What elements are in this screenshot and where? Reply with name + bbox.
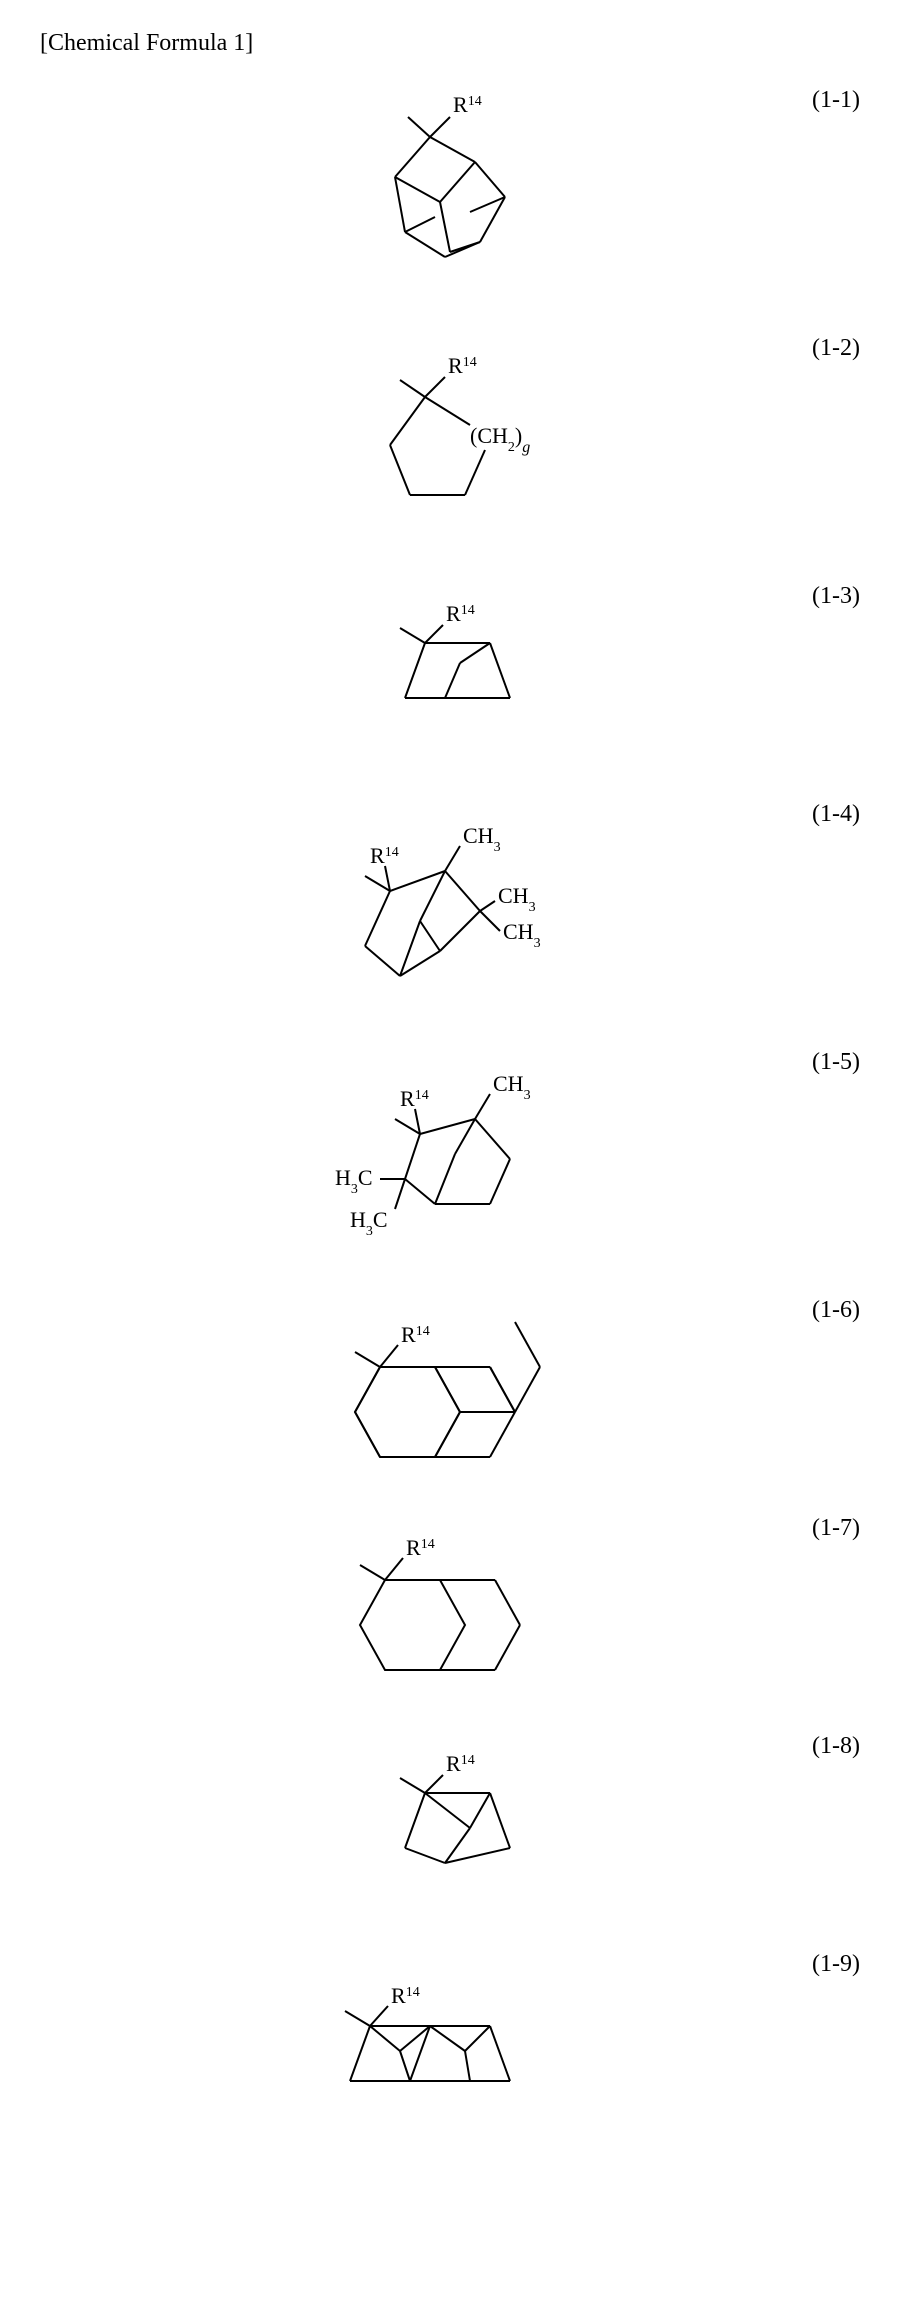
formula-number: (1-6): [812, 1297, 860, 1324]
formula-number: (1-2): [812, 335, 860, 362]
formula-number: (1-3): [812, 583, 860, 610]
structure-1-5: R14 CH3 H3C H3C: [40, 1049, 860, 1279]
formula-number: (1-1): [812, 87, 860, 114]
svg-text:(CH2)g: (CH2)g: [470, 423, 530, 456]
svg-text:CH3: CH3: [463, 823, 501, 855]
formula-block: (1-7) R14: [40, 1515, 860, 1715]
formula-number: (1-9): [812, 1951, 860, 1978]
formula-block: (1-8) R14: [40, 1733, 860, 1933]
formula-block: (1-6): [40, 1297, 860, 1497]
formula-block: (1-5) R14 CH3 H3C H3C: [40, 1049, 860, 1279]
formula-number: (1-8): [812, 1733, 860, 1760]
structure-1-6: R14: [40, 1297, 860, 1497]
formula-number: (1-5): [812, 1049, 860, 1076]
svg-text:H3C: H3C: [350, 1207, 388, 1239]
svg-text:CH3: CH3: [493, 1071, 531, 1103]
svg-text:R14: R14: [446, 1751, 475, 1776]
svg-text:R14: R14: [401, 1322, 430, 1347]
svg-text:R14: R14: [406, 1535, 435, 1560]
formula-block: (1-4) R14 CH3 CH3 CH3: [40, 801, 860, 1031]
svg-text:R14: R14: [391, 1983, 420, 2008]
structure-1-3: R14: [40, 583, 860, 783]
formula-block: (1-2) R14 (CH2)g: [40, 335, 860, 565]
formula-block: (1-3) R14: [40, 583, 860, 783]
structure-1-1: R14: [40, 87, 860, 317]
svg-text:CH3: CH3: [498, 883, 536, 915]
structure-1-8: R14: [40, 1733, 860, 1933]
svg-text:R14: R14: [446, 601, 475, 626]
svg-text:R14: R14: [400, 1086, 429, 1111]
formula-number: (1-7): [812, 1515, 860, 1542]
svg-text:R14: R14: [453, 92, 482, 117]
structure-1-7: R14: [40, 1515, 860, 1715]
svg-text:CH3: CH3: [503, 919, 541, 951]
svg-text:H3C: H3C: [335, 1165, 373, 1197]
structure-1-4: R14 CH3 CH3 CH3: [40, 801, 860, 1031]
structure-1-2: R14 (CH2)g: [40, 335, 860, 565]
formula-block: (1-1) R14: [40, 87, 860, 317]
formula-block: (1-9) R14: [40, 1951, 860, 2151]
svg-text:R14: R14: [370, 843, 399, 868]
formula-number: (1-4): [812, 801, 860, 828]
formula-header: [Chemical Formula 1]: [40, 30, 860, 57]
structure-1-9: R14: [40, 1951, 860, 2151]
svg-text:R14: R14: [448, 353, 477, 378]
